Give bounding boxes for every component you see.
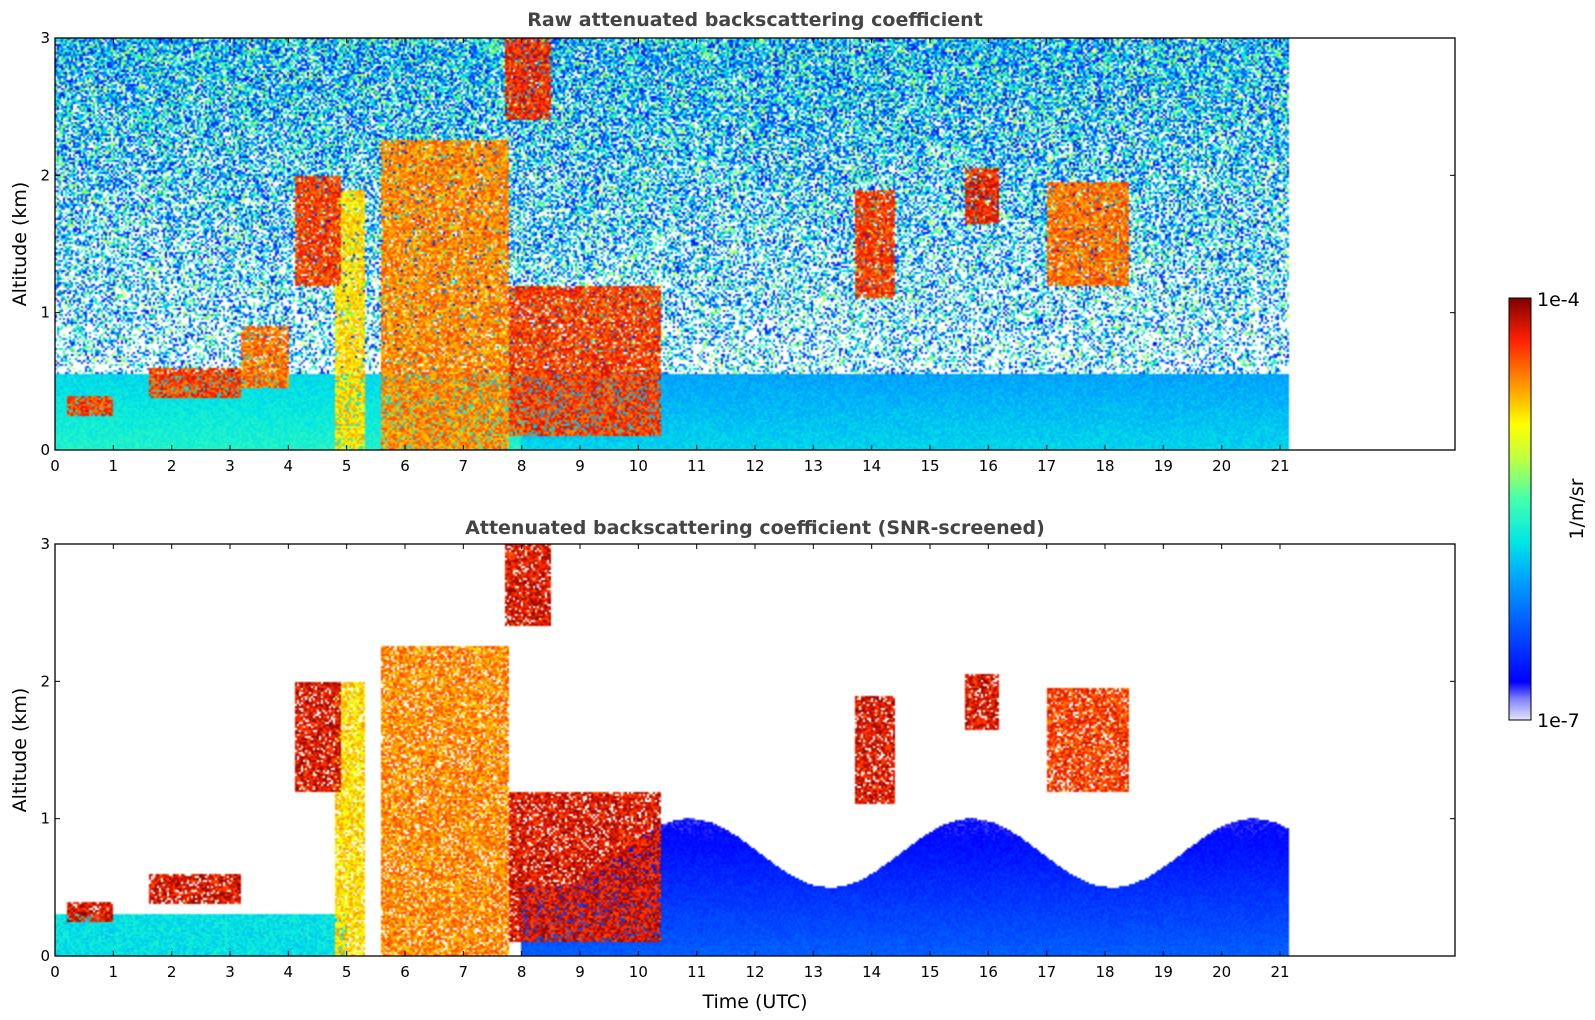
x-tick-label: 15: [920, 457, 939, 475]
colorbar-min-label: 1e-7: [1537, 710, 1580, 732]
x-tick-label: 18: [1095, 457, 1114, 475]
colorbar-max-label: 1e-4: [1537, 289, 1580, 311]
x-tick-label: 11: [687, 457, 706, 475]
x-tick-label: 2: [167, 457, 177, 475]
x-tick-label: 5: [342, 457, 352, 475]
x-tick-label: 9: [575, 457, 585, 475]
x-tick-label: 9: [575, 963, 585, 981]
x-tick-label: 17: [1037, 963, 1056, 981]
x-tick-label: 0: [50, 457, 60, 475]
x-tick-label: 4: [284, 963, 294, 981]
panel-raw-title: Raw attenuated backscattering coefficien…: [527, 9, 983, 31]
colorbar-scale: [1508, 297, 1532, 721]
x-tick-label: 11: [687, 963, 706, 981]
y-tick-label: 3: [40, 29, 50, 47]
x-tick-label: 14: [862, 963, 881, 981]
panel-raw: Raw attenuated backscattering coefficien…: [9, 9, 1456, 475]
x-tick-label: 3: [225, 457, 235, 475]
y-tick-label: 3: [40, 535, 50, 553]
panel-snr-heatmap: [55, 544, 1455, 956]
y-tick-label: 2: [40, 166, 50, 184]
x-tick-label: 2: [167, 963, 177, 981]
x-tick-label: 13: [804, 457, 823, 475]
panel-snr-xlabel: Time (UTC): [701, 991, 807, 1013]
x-tick-label: 14: [862, 457, 881, 475]
x-tick-label: 1: [109, 457, 119, 475]
x-tick-label: 8: [517, 963, 527, 981]
y-tick-label: 2: [40, 672, 50, 690]
x-tick-label: 21: [1270, 457, 1289, 475]
x-tick-label: 1: [109, 963, 119, 981]
y-tick-label: 1: [40, 304, 50, 322]
y-tick-label: 0: [40, 441, 50, 459]
x-tick-label: 0: [50, 963, 60, 981]
x-tick-label: 10: [629, 963, 648, 981]
panel-raw-ylabel: Altitude (km): [9, 182, 31, 307]
x-tick-label: 7: [459, 457, 469, 475]
y-tick-label: 1: [40, 810, 50, 828]
x-tick-label: 19: [1154, 457, 1173, 475]
x-tick-label: 18: [1095, 963, 1114, 981]
x-tick-label: 6: [400, 963, 410, 981]
x-tick-label: 5: [342, 963, 352, 981]
x-tick-label: 7: [459, 963, 469, 981]
colorbar-label: 1/m/sr: [1566, 478, 1588, 539]
panel-snr-ylabel: Altitude (km): [9, 688, 31, 813]
x-tick-label: 12: [745, 963, 764, 981]
x-tick-label: 19: [1154, 963, 1173, 981]
panel-snr-title: Attenuated backscattering coefficient (S…: [465, 517, 1045, 539]
y-tick-label: 0: [40, 947, 50, 965]
panel-snr: Attenuated backscattering coefficient (S…: [9, 517, 1456, 1013]
x-tick-label: 21: [1270, 963, 1289, 981]
x-tick-label: 20: [1212, 963, 1231, 981]
x-tick-label: 4: [284, 457, 294, 475]
x-tick-label: 16: [979, 457, 998, 475]
x-tick-label: 8: [517, 457, 527, 475]
x-tick-label: 12: [745, 457, 764, 475]
x-tick-label: 13: [804, 963, 823, 981]
x-tick-label: 17: [1037, 457, 1056, 475]
x-tick-label: 16: [979, 963, 998, 981]
x-tick-label: 20: [1212, 457, 1231, 475]
panel-raw-heatmap: [55, 38, 1455, 450]
colorbar: 1e-4 1e-7 1/m/sr: [1508, 289, 1588, 732]
x-tick-label: 15: [920, 963, 939, 981]
x-tick-label: 10: [629, 457, 648, 475]
x-tick-label: 6: [400, 457, 410, 475]
x-tick-label: 3: [225, 963, 235, 981]
